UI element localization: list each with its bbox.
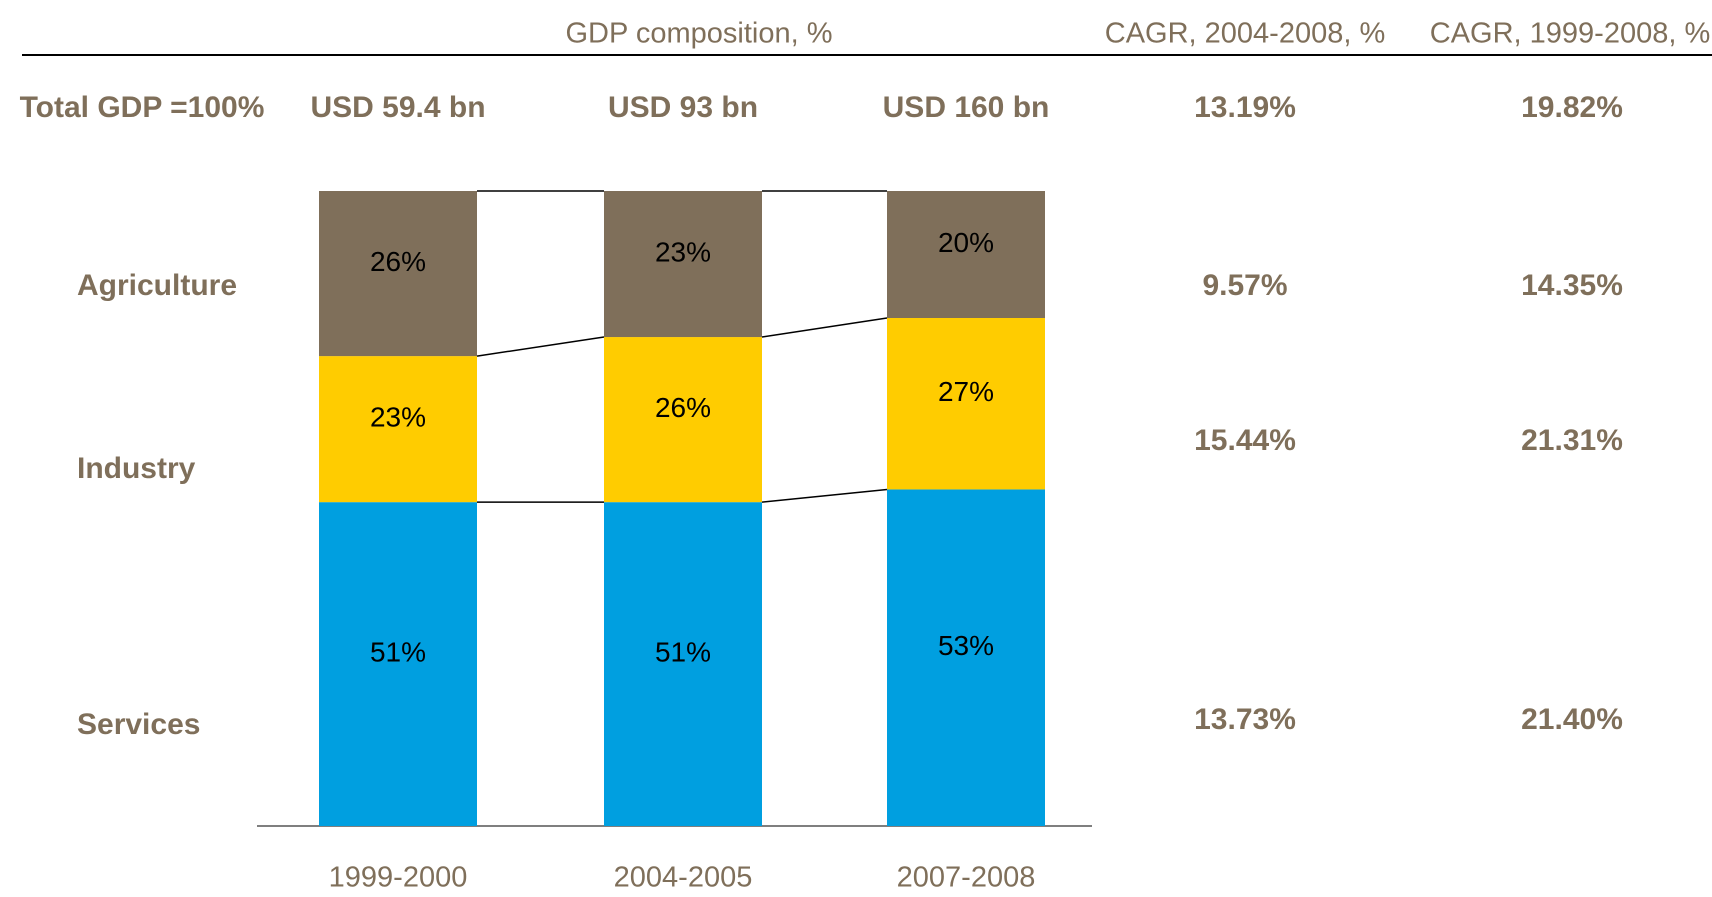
cagr-value: 13.73% bbox=[1194, 703, 1296, 736]
bar-segment bbox=[604, 191, 762, 338]
total-value: USD 160 bn bbox=[883, 91, 1050, 124]
bar-segment bbox=[887, 318, 1045, 490]
value-label: 51% bbox=[655, 636, 711, 667]
bar-segment bbox=[604, 337, 762, 503]
series-label: Industry bbox=[77, 452, 196, 485]
chart-title: GDP composition, % bbox=[565, 18, 832, 50]
value-label: 20% bbox=[938, 227, 994, 258]
connector bbox=[761, 488, 888, 503]
bar-segment bbox=[887, 191, 1045, 318]
total-label: Total GDP =100% bbox=[20, 91, 265, 124]
x-tick-label: 1999-2000 bbox=[329, 862, 468, 894]
connector bbox=[761, 317, 888, 338]
value-label: 26% bbox=[370, 246, 426, 277]
bar-segment bbox=[887, 489, 1045, 826]
cagr-value: 14.35% bbox=[1521, 269, 1623, 302]
bar-segment bbox=[604, 502, 762, 826]
cagr-value: 21.31% bbox=[1521, 424, 1623, 457]
cagr-value: 21.40% bbox=[1521, 703, 1623, 736]
value-label: 23% bbox=[370, 402, 426, 433]
x-tick-label: 2007-2008 bbox=[897, 862, 1036, 894]
bar-segment bbox=[319, 502, 477, 826]
value-label: 26% bbox=[655, 392, 711, 423]
bar-segment bbox=[319, 356, 477, 503]
value-label: 23% bbox=[655, 236, 711, 267]
value-label: 53% bbox=[938, 630, 994, 661]
cagr-value: 15.44% bbox=[1194, 424, 1296, 457]
series-label: Services bbox=[77, 708, 200, 741]
x-tick-label: 2004-2005 bbox=[614, 862, 753, 894]
connector bbox=[476, 336, 605, 357]
bar-segment bbox=[319, 191, 477, 357]
total-value: USD 59.4 bn bbox=[310, 91, 485, 124]
cagr-total: 13.19% bbox=[1194, 91, 1296, 124]
value-label: 27% bbox=[938, 376, 994, 407]
cagr-header: CAGR, 2004-2008, % bbox=[1105, 18, 1385, 50]
value-label: 51% bbox=[370, 636, 426, 667]
cagr-total: 19.82% bbox=[1521, 91, 1623, 124]
series-label: Agriculture bbox=[77, 269, 237, 302]
cagr-value: 9.57% bbox=[1202, 269, 1287, 302]
total-value: USD 93 bn bbox=[608, 91, 758, 124]
cagr-header: CAGR, 1999-2008, % bbox=[1430, 18, 1710, 50]
